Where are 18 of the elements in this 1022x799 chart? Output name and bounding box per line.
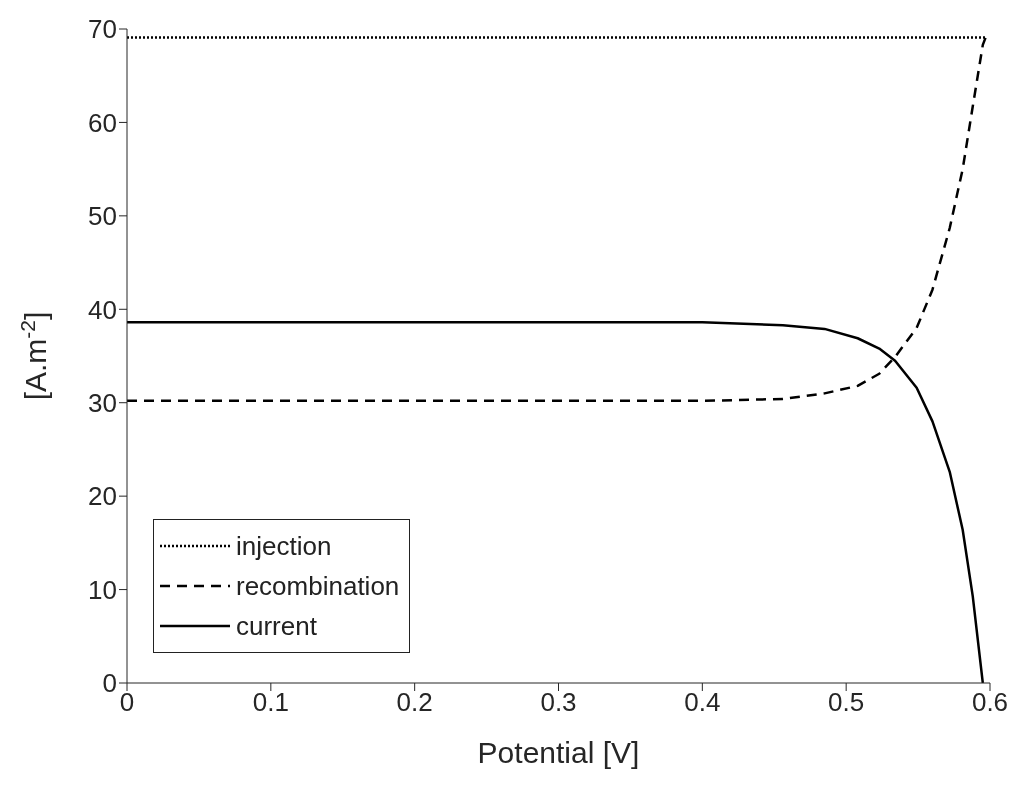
y-tick-label: 50: [88, 201, 117, 232]
y-tick-label: 40: [88, 294, 117, 325]
x-axis-title: Potential [V]: [477, 736, 640, 769]
x-tick-label: 0.5: [828, 687, 865, 718]
x-tick-label: 0.2: [396, 687, 433, 718]
y-tick-label: 20: [88, 481, 117, 512]
y-tick-label: 10: [88, 574, 117, 605]
y-tick-label: 0: [102, 668, 117, 699]
x-tick-label: 0.6: [971, 687, 1009, 718]
x-tick-label: 0.1: [252, 687, 289, 718]
legend-label: current: [236, 610, 317, 642]
legend-label: recombination: [236, 570, 400, 602]
y-tick-label: 70: [88, 14, 117, 45]
x-tick-label: 0.3: [540, 687, 577, 718]
y-tick-label: 30: [88, 387, 117, 418]
y-tick-label: 60: [88, 107, 117, 138]
x-tick-label: 0.4: [684, 687, 721, 718]
legend-label: injection: [236, 530, 332, 562]
